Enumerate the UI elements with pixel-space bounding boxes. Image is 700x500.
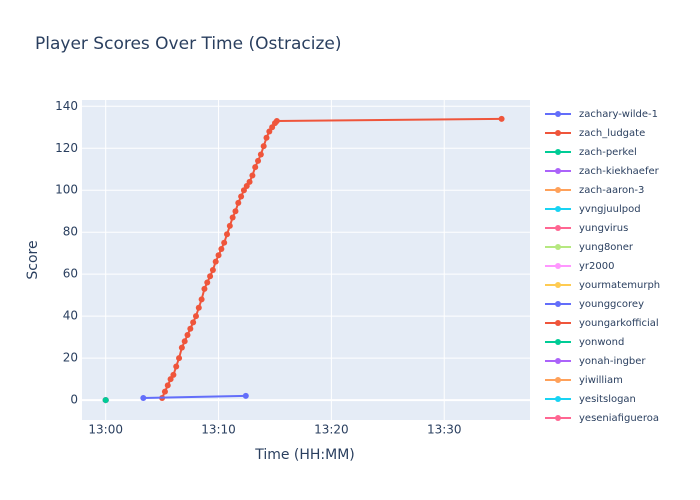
y-tick-label: 20 [63, 351, 78, 365]
data-point [242, 392, 249, 399]
series-line [143, 394, 246, 399]
legend-label: yourmatemurph [579, 280, 660, 291]
y-tick-label: 60 [63, 267, 78, 281]
legend-marker [555, 187, 561, 193]
data-point [209, 266, 216, 273]
legend-marker [555, 358, 561, 364]
legend-label: zach-kiekhaefer [579, 166, 660, 177]
y-tick-label: 120 [55, 141, 78, 155]
data-point [167, 376, 174, 383]
data-point [215, 252, 222, 259]
data-point [170, 371, 177, 378]
legend-label: yonah-ingber [579, 356, 646, 367]
data-point [212, 258, 219, 265]
data-point [140, 394, 147, 401]
chart-title: Player Scores Over Time (Ostracize) [35, 34, 342, 54]
legend-marker [555, 244, 561, 250]
legend-marker [555, 301, 561, 307]
legend-label: yr2000 [579, 261, 614, 272]
data-point [176, 355, 183, 362]
legend-label: younggcorey [579, 299, 644, 310]
data-point [269, 124, 276, 131]
data-point [187, 325, 194, 332]
data-point [184, 332, 191, 339]
data-point [192, 313, 199, 320]
data-point [238, 193, 245, 200]
data-point [102, 397, 109, 404]
data-point [224, 231, 231, 238]
x-axis-title: Time (HH:MM) [254, 447, 355, 463]
data-point [252, 164, 259, 171]
legend-label: yeseniafigueroa [579, 413, 659, 424]
y-tick-label: 40 [63, 309, 78, 323]
legend-marker [555, 225, 561, 231]
legend-marker [555, 339, 561, 345]
data-point [232, 208, 239, 215]
data-point [181, 338, 188, 345]
legend-label: yesitslogan [579, 394, 636, 405]
x-tick-label: 13:10 [201, 423, 236, 437]
data-point [263, 134, 270, 141]
data-point [260, 143, 267, 150]
legend-marker [555, 149, 561, 155]
legend-label: yvngjuulpod [579, 204, 641, 215]
data-point [198, 296, 205, 303]
data-point [273, 117, 280, 124]
y-tick-label: 100 [55, 183, 78, 197]
legend-label: zach-perkel [579, 147, 637, 158]
legend-label: zachary-wilde-1 [579, 109, 658, 120]
data-point [178, 344, 185, 351]
legend-marker [555, 111, 561, 117]
legend-marker [555, 282, 561, 288]
legend-label: zach-aaron-3 [579, 185, 644, 196]
legend-marker [555, 415, 561, 421]
data-point [240, 187, 247, 194]
data-point [218, 245, 225, 252]
data-point [229, 214, 236, 221]
legend-marker [555, 130, 561, 136]
data-point [249, 172, 256, 179]
x-tick-label: 13:00 [88, 423, 123, 437]
legend-marker [555, 377, 561, 383]
data-point [161, 388, 168, 395]
legend-label: yung8oner [579, 242, 634, 253]
legend-marker [555, 206, 561, 212]
y-tick-label: 80 [63, 225, 78, 239]
data-point [255, 157, 262, 164]
legend-label: yungvirus [579, 223, 628, 234]
data-point [207, 273, 214, 280]
data-point [226, 222, 233, 229]
legend-marker [555, 168, 561, 174]
data-point [257, 151, 264, 158]
plot-area [82, 100, 530, 420]
data-point [235, 199, 242, 206]
legend-label: yonwond [579, 337, 624, 348]
x-tick-label: 13:20 [314, 423, 349, 437]
y-tick-label: 0 [70, 393, 78, 407]
data-point [498, 115, 505, 122]
data-point [173, 363, 180, 370]
legend-label: youngarkofficial [579, 318, 659, 329]
y-axis-title: Score [25, 240, 41, 279]
legend-label: yiwilliam [579, 375, 623, 386]
legend-marker [555, 396, 561, 402]
data-point [195, 304, 202, 311]
data-point [190, 319, 197, 326]
legend-marker [555, 320, 561, 326]
y-tick-label: 140 [55, 99, 78, 113]
legend-marker [555, 263, 561, 269]
data-point [221, 239, 228, 246]
legend-label: zach_ludgate [579, 128, 645, 139]
data-point [164, 382, 171, 389]
x-tick-label: 13:30 [427, 423, 462, 437]
data-point [243, 183, 250, 190]
data-point [246, 178, 253, 185]
data-point [266, 128, 273, 135]
data-point [201, 285, 208, 292]
data-point [204, 279, 211, 286]
